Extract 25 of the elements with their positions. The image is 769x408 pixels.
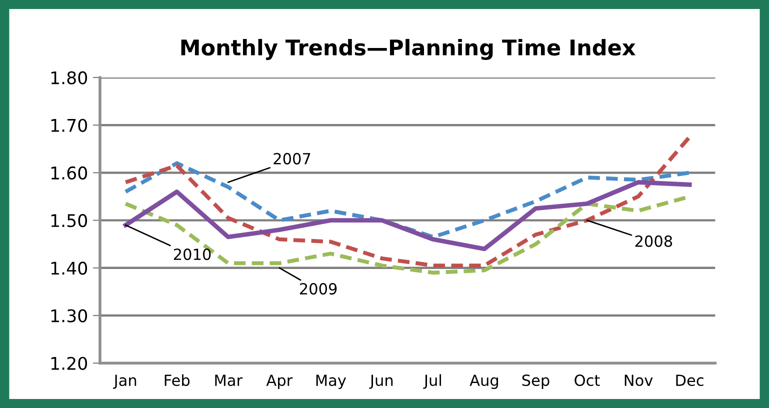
y-tick-label: 1.40 xyxy=(51,262,88,275)
y-tick-label: 1.50 xyxy=(51,214,88,228)
y-tick-label: 1.30 xyxy=(51,309,88,322)
y-tick-label: 1.20 xyxy=(51,356,88,370)
x-tick-label: Nov xyxy=(624,374,653,386)
x-tick-label: Feb xyxy=(164,374,190,386)
x-tick-label: Jan xyxy=(113,374,136,389)
annotation: 2007 xyxy=(274,152,310,164)
x-tick-label: Jul xyxy=(423,374,441,389)
x-tick-label: Aug xyxy=(470,374,498,390)
y-tick-label: 1.60 xyxy=(51,166,88,180)
x-tick-label: Mar xyxy=(215,374,243,386)
y-tick-label: 1.80 xyxy=(51,71,88,84)
y-tick-label: 1.70 xyxy=(51,118,88,132)
annotation: 2009 xyxy=(300,283,337,295)
x-tick-label: Jun xyxy=(369,374,393,389)
annotation: 2008 xyxy=(635,235,672,247)
x-tick-label: May xyxy=(316,374,346,390)
line-series xyxy=(124,135,692,268)
x-tick-label: Oct xyxy=(574,374,600,386)
x-tick-label: Apr xyxy=(266,374,293,390)
chart-title: Monthly Trends—Planning Time Index xyxy=(181,38,636,60)
x-tick-label: Dec xyxy=(676,374,704,386)
annotation: 2010 xyxy=(174,248,211,260)
x-tick-label: Sep xyxy=(522,374,550,390)
